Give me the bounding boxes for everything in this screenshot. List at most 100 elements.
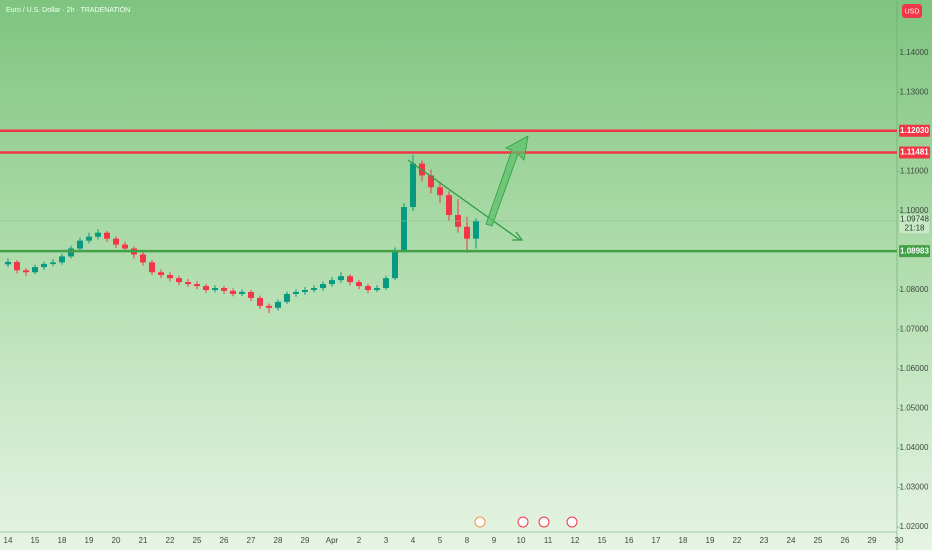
candle-body [194, 284, 200, 287]
x-tick-label: 27 [247, 536, 256, 545]
x-tick-label: 10 [517, 536, 526, 545]
candle-body [230, 290, 236, 294]
candle-body [95, 232, 101, 237]
x-tick-label: 19 [85, 536, 94, 545]
candle-body [473, 220, 479, 239]
x-tick-label: Apr [326, 536, 339, 545]
candle-body [185, 282, 191, 285]
candle-body [122, 244, 128, 249]
event-icon[interactable] [474, 516, 486, 528]
y-tick-label: 1.14000 [900, 48, 929, 57]
y-tick-label: 1.07000 [900, 325, 929, 334]
candle-body [401, 207, 407, 251]
candle-body [374, 288, 380, 291]
candle-body [338, 276, 344, 281]
x-tick-label: 28 [274, 536, 283, 545]
drawings [407, 135, 529, 241]
x-tick-label: 14 [4, 536, 13, 545]
x-tick-label: 25 [814, 536, 823, 545]
candle-body [356, 282, 362, 287]
candle-body [149, 262, 155, 273]
x-tick-label: 22 [733, 536, 742, 545]
last-price-tag [898, 213, 931, 235]
candle-body [104, 232, 110, 239]
candle-body [203, 286, 209, 291]
candle-body [248, 291, 254, 298]
candle-body [446, 195, 452, 215]
candle-body [239, 291, 245, 294]
x-tick-label: 11 [544, 536, 553, 545]
candle-body [221, 288, 227, 291]
x-tick-label: 22 [166, 536, 175, 545]
y-tick-label: 1.11000 [900, 167, 929, 176]
candle-body [86, 236, 92, 241]
currency-box[interactable] [902, 4, 922, 18]
candle-body [428, 175, 434, 188]
x-tick-label: 12 [571, 536, 580, 545]
candle-body [5, 261, 11, 265]
y-tick-label: 1.04000 [900, 443, 929, 452]
candle-body [284, 293, 290, 302]
candle-body [311, 288, 317, 291]
event-icon[interactable] [566, 516, 578, 528]
x-tick-label: 20 [112, 536, 121, 545]
level-tag [899, 245, 930, 258]
x-tick-label: 26 [841, 536, 850, 545]
candle-body [275, 301, 281, 308]
candle-body [14, 261, 20, 271]
trend-arrowhead [512, 231, 524, 241]
candle-body [302, 290, 308, 292]
candle-body [347, 276, 353, 283]
x-tick-label: 15 [31, 536, 40, 545]
candle-body [32, 267, 38, 273]
x-tick-label: 4 [411, 536, 416, 545]
x-tick-label: 19 [706, 536, 715, 545]
y-tick-label: 1.10000 [900, 206, 929, 215]
candle-body [437, 187, 443, 196]
candle-body [50, 262, 56, 264]
last-price-label: 1.09748 [900, 215, 929, 224]
level-tag-label: 1.11481 [900, 148, 929, 157]
x-tick-label: 18 [679, 536, 688, 545]
candle-body [293, 291, 299, 294]
x-tick-label: 24 [787, 536, 796, 545]
y-tick-label: 1.03000 [900, 483, 929, 492]
x-tick-label: 17 [652, 536, 661, 545]
candle-body [266, 305, 272, 308]
y-tick-label: 1.05000 [900, 404, 929, 413]
candle-body [257, 297, 263, 306]
x-tick-label: 25 [193, 536, 202, 545]
currency: USD [905, 8, 920, 15]
x-tick-label: 26 [220, 536, 229, 545]
x-tick-label: 29 [301, 536, 310, 545]
candle-body [365, 286, 371, 291]
chart-title: Euro / U.S. Dollar · 2h · TRADENATION [6, 7, 130, 14]
candle-body [320, 284, 326, 289]
candle-body [464, 226, 470, 239]
candle-body [158, 272, 164, 275]
candle-body [68, 248, 74, 257]
x-tick-label: 2 [357, 536, 362, 545]
x-tick-label: 18 [58, 536, 67, 545]
candle-body [23, 270, 29, 273]
event-icon[interactable] [538, 516, 550, 528]
level-tag-label: 1.12030 [900, 126, 929, 135]
candle-body [140, 254, 146, 263]
x-tick-label: 9 [492, 536, 497, 545]
candle-body [410, 163, 416, 208]
candle-body [59, 256, 65, 263]
x-tick-label: 29 [868, 536, 877, 545]
x-tick-label: 23 [760, 536, 769, 545]
candle-body [41, 263, 47, 268]
x-tick-label: 21 [139, 536, 148, 545]
x-tick-label: 8 [465, 536, 470, 545]
candle-body [383, 278, 389, 289]
level-tag-label: 1.08983 [900, 246, 929, 255]
event-icon[interactable] [517, 516, 529, 528]
y-tick-label: 1.06000 [900, 364, 929, 373]
candle-body [212, 288, 218, 291]
event-icons [474, 516, 578, 528]
y-tick-label: 1.02000 [900, 522, 929, 531]
countdown: 21:18 [904, 224, 925, 233]
